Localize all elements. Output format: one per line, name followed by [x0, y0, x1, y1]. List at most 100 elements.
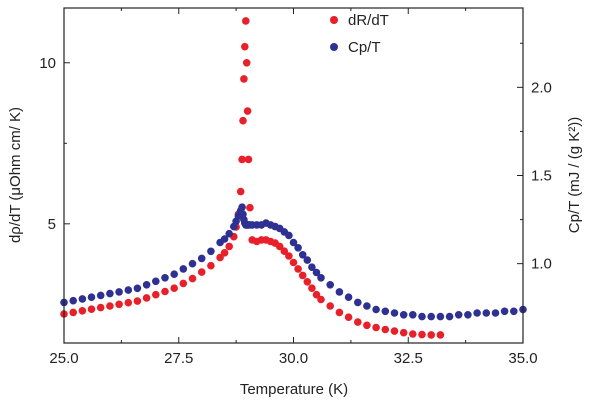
legend: dR/dT Cp/T: [330, 12, 389, 56]
drdt-point: [207, 261, 215, 270]
plot-frame: [63, 7, 524, 344]
cpt-point: [152, 277, 160, 286]
drdt-point: [124, 298, 133, 307]
legend-marker-cpt: [330, 43, 338, 51]
cpt-point: [500, 307, 509, 316]
drdt-point: [308, 284, 316, 293]
cpt-point: [473, 309, 481, 317]
cpt-point: [69, 296, 77, 305]
drdt-point: [298, 271, 307, 280]
x-axis-title: Temperature (K): [240, 381, 348, 398]
x-tick-label: 25.0: [49, 350, 78, 367]
drdt-point: [106, 302, 114, 310]
drdt-point: [244, 155, 253, 164]
drdt-point: [326, 302, 335, 310]
legend-label-cpt: Cp/T: [348, 39, 381, 56]
cpt-point: [491, 309, 500, 317]
drdt-point: [409, 330, 417, 338]
drdt-point: [436, 331, 445, 339]
cpt-point: [161, 274, 169, 282]
x-tick-label: 35.0: [508, 350, 537, 367]
drdt-point: [236, 187, 245, 196]
drdt-point: [303, 278, 312, 286]
cpt-point: [115, 288, 123, 296]
cpt-point: [298, 251, 307, 259]
y-left-tick-label: 10: [39, 55, 56, 72]
drdt-point: [241, 42, 249, 51]
drdt-point: [197, 268, 206, 276]
cpt-point: [312, 268, 321, 277]
cpt-point: [238, 203, 246, 211]
legend-marker-drdt: [330, 16, 338, 24]
drdt-point: [344, 313, 353, 322]
y-left-tick-label: 5: [48, 216, 56, 233]
y-left-axis-title: dρ/dT (μOhm cm/ K): [7, 107, 24, 243]
cpt-point: [399, 311, 408, 319]
cpt-point: [106, 289, 114, 298]
drdt-point: [216, 253, 224, 262]
cpt-point: [482, 309, 491, 317]
cpt-point: [220, 235, 229, 243]
cpt-point: [188, 259, 197, 268]
drdt-point: [78, 307, 87, 315]
cpt-point: [354, 298, 362, 307]
drdt-point: [243, 107, 252, 115]
cpt-point: [179, 265, 188, 273]
drdt-point: [335, 308, 344, 317]
drdt-point: [69, 308, 77, 317]
drdt-point: [152, 290, 160, 299]
y-right-axis-title: Cp/T (mJ / (g K²)): [566, 117, 583, 233]
drdt-point: [87, 305, 96, 314]
cpt-point: [436, 312, 445, 321]
cpt-point: [363, 302, 371, 310]
drdt-point: [179, 279, 188, 288]
drdt-point: [354, 318, 362, 326]
cpt-point: [381, 307, 390, 316]
drdt-point: [161, 287, 169, 296]
drdt-point: [294, 265, 302, 273]
cpt-point: [418, 312, 426, 321]
cpt-point: [427, 312, 436, 321]
drdt-point: [381, 325, 390, 334]
ticks-layer: 25.0 27.5 30.0 32.5 35.0 5 10 1.0 1.5 2.0: [39, 8, 552, 367]
cpt-point: [464, 311, 472, 319]
drdt-point: [399, 328, 408, 337]
drdt-point: [427, 331, 436, 339]
drdt-point: [312, 290, 321, 299]
drdt-point: [188, 274, 197, 283]
cpt-point: [96, 291, 105, 300]
cpt-point: [390, 309, 399, 317]
drdt-point: [225, 242, 233, 251]
y-right-tick-label: 1.0: [531, 256, 552, 273]
y-right-tick-label: 2.0: [531, 79, 552, 96]
cpt-point: [289, 238, 298, 247]
x-tick-label: 32.5: [394, 350, 423, 367]
drdt-point: [239, 116, 247, 125]
drdt-point: [418, 330, 426, 339]
cpt-point: [510, 307, 518, 316]
cpt-point: [445, 312, 454, 321]
drdt-point: [240, 75, 248, 83]
cpt-point: [454, 311, 463, 319]
cpt-point: [207, 247, 215, 256]
drdt-point: [242, 59, 251, 67]
cpt-point: [170, 270, 178, 279]
drdt-point: [390, 327, 399, 335]
drdt-point: [96, 303, 105, 312]
cpt-point: [197, 254, 206, 263]
x-tick-label: 30.0: [279, 350, 308, 367]
drdt-point: [133, 297, 142, 305]
legend-label-drdt: dR/dT: [348, 12, 389, 29]
cpt-point: [78, 295, 87, 303]
cpt-point: [285, 231, 293, 240]
cpt-point: [344, 293, 353, 302]
drdt-point: [280, 247, 289, 255]
drdt-point: [242, 17, 250, 25]
cpt-point: [124, 286, 133, 294]
cpt-point: [308, 263, 316, 272]
drdt-point: [246, 203, 254, 212]
cpt-point: [335, 288, 344, 296]
drdt-point: [363, 321, 371, 330]
points-layer: [60, 17, 527, 339]
